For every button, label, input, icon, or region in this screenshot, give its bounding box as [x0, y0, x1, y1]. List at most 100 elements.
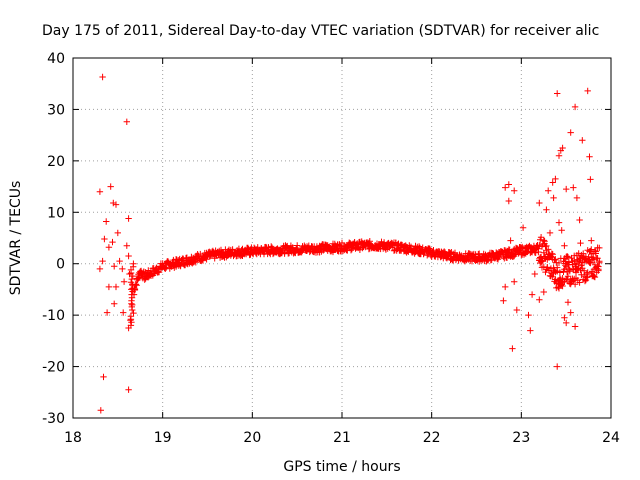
data-point	[576, 279, 583, 286]
data-point	[544, 264, 551, 271]
data-point	[96, 265, 104, 273]
data-point	[294, 242, 301, 249]
data-point	[584, 269, 591, 276]
data-point	[567, 129, 574, 136]
y-tick-labels: -30 -20 -10 0 10 20 30 40	[42, 51, 65, 427]
data-point	[545, 187, 552, 194]
data-point	[556, 269, 564, 276]
data-point	[564, 299, 572, 306]
data-point	[96, 188, 104, 195]
data-point	[596, 259, 603, 266]
data-point	[559, 144, 566, 152]
data-point	[500, 297, 507, 304]
data-point	[111, 300, 118, 307]
data-point	[505, 181, 512, 188]
data-point	[561, 314, 568, 321]
data-point	[595, 267, 602, 274]
data-point	[554, 90, 561, 97]
data-point	[535, 245, 542, 252]
data-point	[547, 265, 555, 272]
data-point	[100, 373, 107, 381]
data-point	[543, 206, 550, 213]
y-tick-label: -10	[42, 308, 65, 324]
x-tick-label: 19	[154, 430, 172, 446]
data-point	[503, 247, 511, 255]
data-point	[562, 258, 569, 265]
data-point	[283, 244, 290, 251]
data-point	[511, 187, 518, 194]
data-point	[103, 218, 110, 225]
data-point	[588, 246, 595, 253]
data-point	[112, 201, 120, 208]
data-point	[532, 249, 539, 256]
data-point	[119, 265, 126, 273]
data-point	[123, 242, 130, 249]
data-point	[588, 237, 595, 244]
data-point	[123, 118, 130, 125]
data-point	[531, 270, 538, 278]
data-point	[564, 253, 572, 261]
data-point	[107, 183, 114, 190]
data-point	[536, 296, 543, 303]
data-point	[527, 327, 534, 334]
plot-frame	[72, 57, 612, 419]
data-point	[111, 263, 118, 270]
data-point	[590, 273, 598, 280]
data-point	[581, 277, 589, 285]
chart-title: Day 175 of 2011, Sidereal Day-to-day VTE…	[42, 23, 599, 39]
data-point	[552, 175, 559, 183]
x-axis-label: GPS time / hours	[283, 459, 400, 475]
data-point	[537, 234, 545, 241]
data-point	[546, 229, 554, 237]
data-point	[268, 243, 275, 250]
data-point	[203, 256, 210, 263]
data-point	[563, 319, 570, 327]
data-point	[522, 250, 529, 257]
data-point	[519, 224, 527, 231]
data-point	[536, 242, 543, 249]
data-point	[570, 184, 577, 191]
data-point	[571, 103, 579, 111]
data-point	[577, 239, 584, 247]
data-point	[540, 288, 547, 296]
data-point	[125, 252, 132, 260]
data-point	[550, 194, 557, 202]
data-point	[569, 261, 576, 268]
data-point	[572, 269, 580, 276]
y-tick-label: 0	[56, 257, 65, 273]
y-axis-label: SDTVAR / TECUs	[8, 181, 24, 296]
y-tick-label: 10	[47, 205, 65, 221]
data-point	[591, 261, 599, 268]
y-tick-label: 30	[47, 102, 65, 118]
data-point	[97, 407, 104, 414]
y-tick-label: -30	[42, 411, 65, 427]
data-point	[564, 273, 572, 280]
data-point	[130, 260, 137, 267]
data-point	[507, 237, 514, 244]
data-point	[126, 270, 133, 278]
data-point	[571, 252, 578, 259]
data-point	[99, 257, 106, 265]
data-point	[573, 194, 581, 202]
data-point	[528, 291, 536, 298]
data-point	[338, 239, 346, 247]
data-point	[584, 87, 591, 95]
data-point	[366, 238, 373, 245]
data-point	[567, 309, 574, 316]
data-point	[101, 235, 108, 243]
x-tick-labels: 18 19 20 21 22 23 24	[64, 430, 620, 446]
data-point	[128, 286, 135, 293]
data-point	[536, 199, 543, 207]
x-tick-label: 18	[64, 430, 82, 446]
data-point	[513, 306, 520, 314]
data-point	[112, 283, 120, 291]
data-point	[576, 216, 583, 224]
data-point	[563, 253, 571, 260]
data-point	[120, 309, 127, 316]
data-point	[365, 245, 373, 253]
data-point	[109, 238, 116, 246]
data-point	[540, 237, 547, 244]
data-point	[116, 257, 123, 265]
